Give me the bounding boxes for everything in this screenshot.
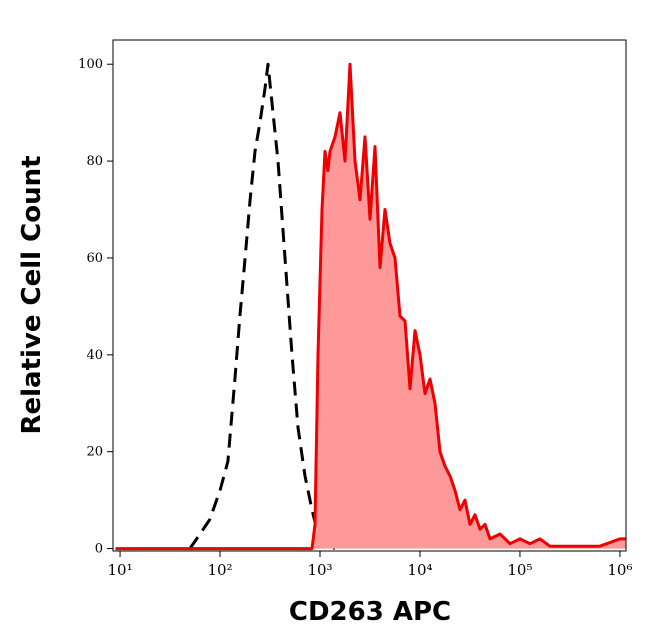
x-tick-label: 10¹ [108, 561, 133, 579]
y-tick-label: 80 [86, 154, 103, 169]
x-tick-label: 10² [207, 561, 232, 579]
x-tick-label: 10⁴ [407, 561, 432, 579]
x-axis-title: CD263 APC [289, 597, 451, 627]
area-fill [115, 64, 626, 549]
y-tick-label: 100 [78, 57, 103, 72]
x-tick-label: 10⁶ [607, 561, 632, 579]
y-tick-label: 60 [86, 251, 103, 266]
histogram-line [115, 62, 626, 551]
y-tick-label: 40 [86, 348, 103, 363]
y-tick-label: 20 [86, 445, 103, 460]
histogram-line [188, 62, 336, 550]
x-tick-label: 10⁵ [507, 561, 532, 579]
y-tick-label: 0 [95, 542, 103, 557]
x-tick-label: 10³ [307, 561, 332, 579]
plot-frame [112, 39, 627, 552]
y-axis-title: Relative Cell Count [17, 155, 47, 434]
